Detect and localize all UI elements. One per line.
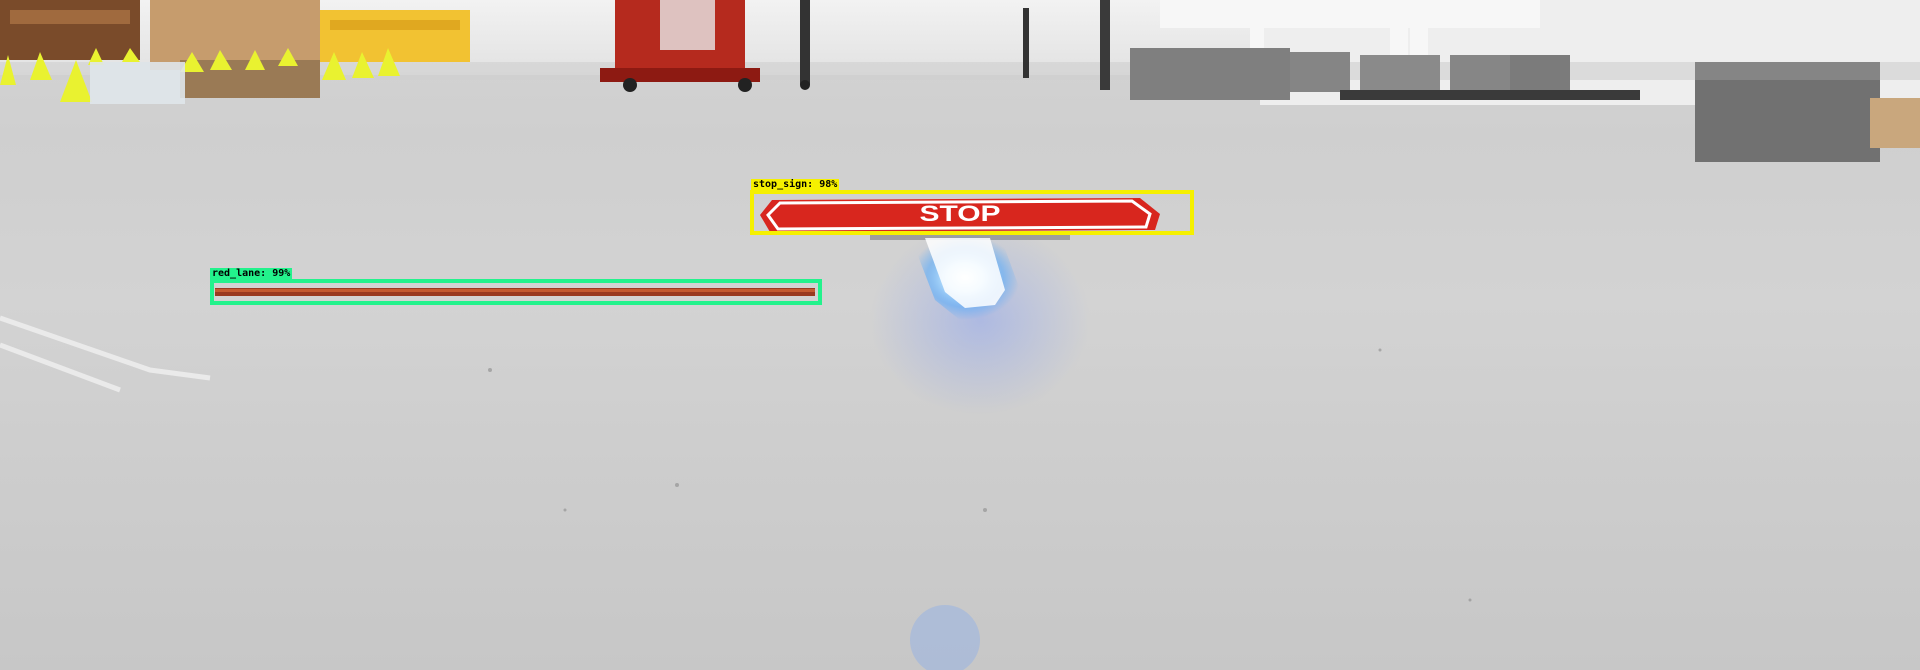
robot-cart xyxy=(600,0,810,92)
post xyxy=(1023,8,1029,78)
stop-sign-detection-label: stop_sign: 98% xyxy=(751,179,840,191)
light-reflection xyxy=(870,225,1090,670)
floor-markings xyxy=(0,315,211,393)
red-lane-detection-label: red_lane: 99% xyxy=(210,268,293,280)
red-lane-detection-box xyxy=(210,279,822,305)
post xyxy=(1100,0,1110,90)
stop-sign-detection-box xyxy=(750,190,1194,235)
traffic-cones xyxy=(0,48,400,102)
white-structure xyxy=(1160,0,1540,95)
concrete-blocks xyxy=(1130,48,1920,162)
box-left xyxy=(90,62,185,104)
stop-sign-text: STOP xyxy=(919,201,1000,226)
floor-specks xyxy=(488,348,1472,602)
